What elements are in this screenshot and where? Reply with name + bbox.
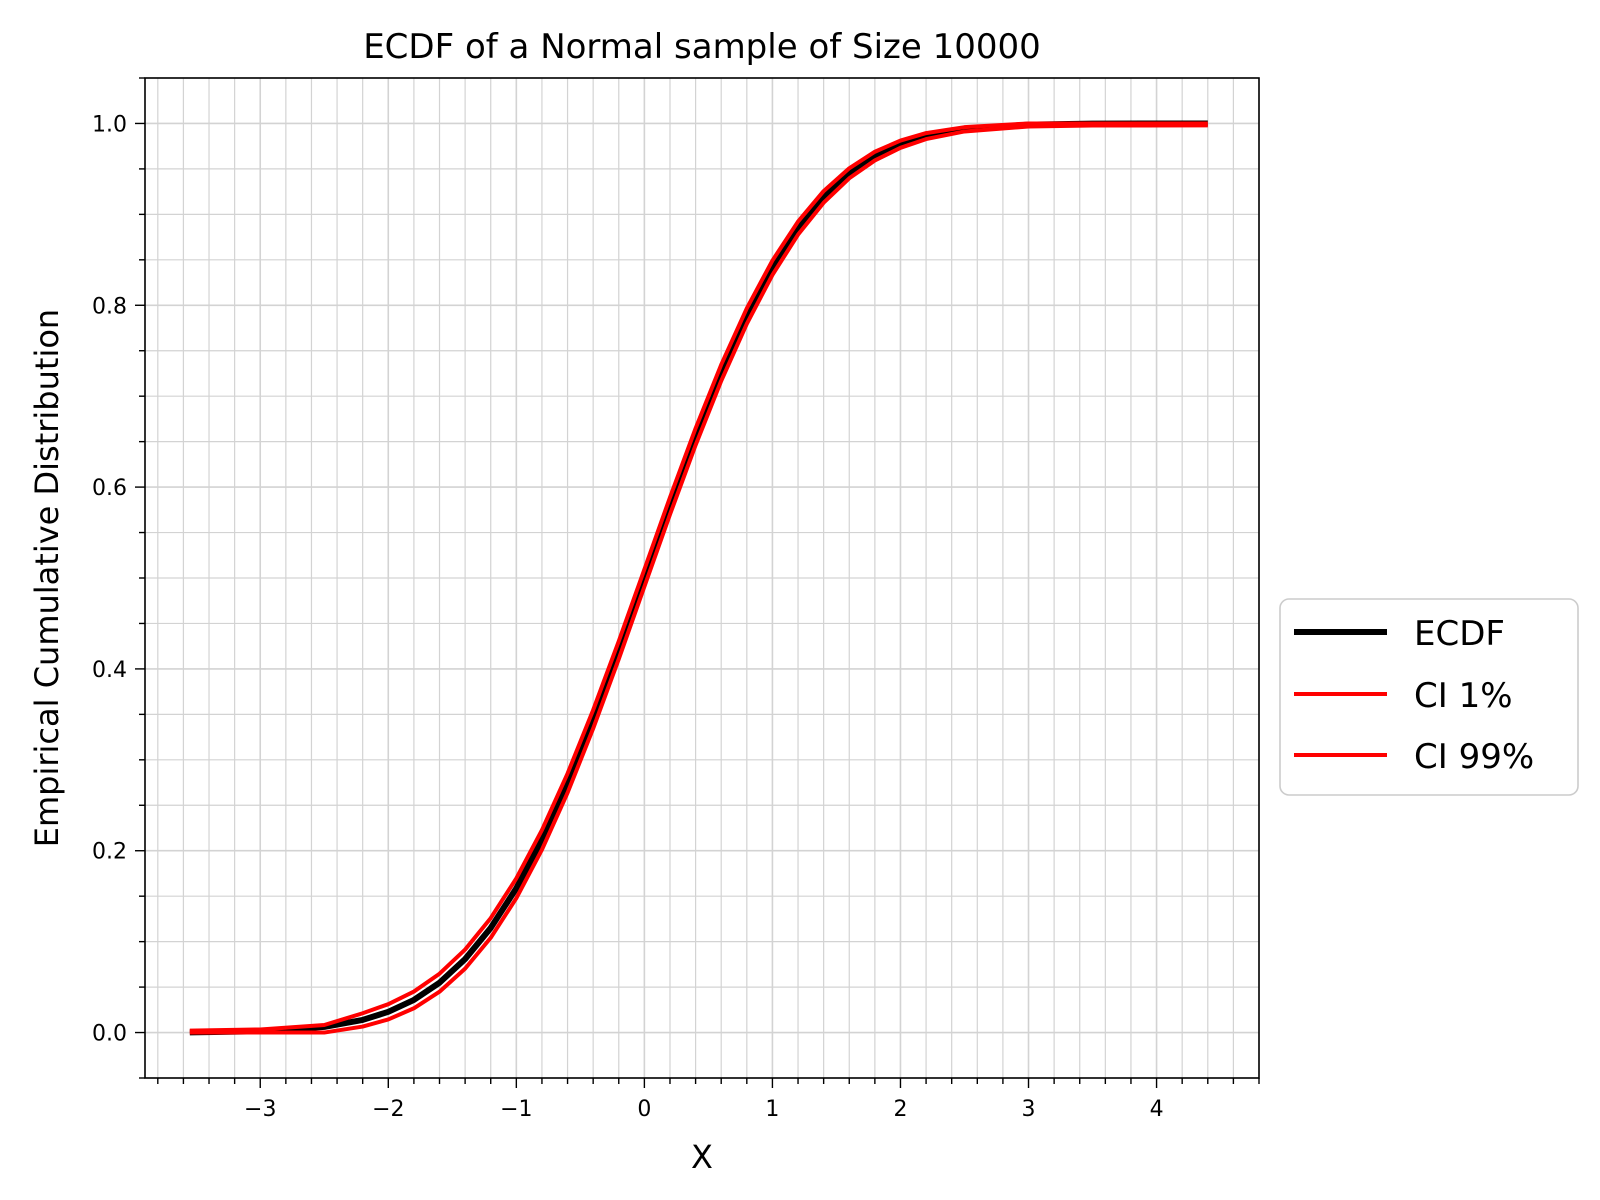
x-tick-label: 1	[765, 1097, 779, 1122]
axis-ticks: −3 −2 −1 0 1 2 3 4 0.0 0.2 0.4 0.6 0.8 1.0	[92, 77, 1260, 1122]
legend-label-ci-1: CI 1%	[1414, 676, 1513, 716]
legend-label-ci-99: CI 99%	[1414, 737, 1534, 777]
x-tick-label: 2	[893, 1097, 907, 1122]
legend: ECDF CI 1% CI 99%	[1279, 598, 1579, 796]
x-tick-label: −1	[500, 1097, 532, 1122]
y-axis-label: Empirical Cumulative Distribution	[28, 309, 66, 847]
legend-label-ecdf: ECDF	[1414, 614, 1505, 654]
x-tick-label: 4	[1150, 1097, 1164, 1122]
x-tick-label: −2	[372, 1097, 404, 1122]
data-series	[189, 120, 1208, 1036]
y-tick-label: 1.0	[92, 112, 127, 137]
x-tick-label: 3	[1022, 1097, 1036, 1122]
legend-box	[1279, 598, 1579, 796]
y-tick-label: 0.2	[92, 840, 127, 865]
x-axis-label: X	[691, 1138, 713, 1176]
y-tick-label: 0.0	[92, 1022, 127, 1047]
y-tick-label: 0.4	[92, 658, 127, 683]
x-tick-label: −3	[244, 1097, 276, 1122]
chart-title: ECDF of a Normal sample of Size 10000	[363, 27, 1041, 67]
x-tick-label: 0	[637, 1097, 651, 1122]
y-tick-label: 0.8	[92, 294, 127, 319]
series-line-ci-1	[189, 123, 1208, 1035]
series-line-ecdf	[189, 120, 1208, 1036]
y-tick-label: 0.6	[92, 476, 127, 501]
series-line-ci-99	[189, 121, 1208, 1033]
